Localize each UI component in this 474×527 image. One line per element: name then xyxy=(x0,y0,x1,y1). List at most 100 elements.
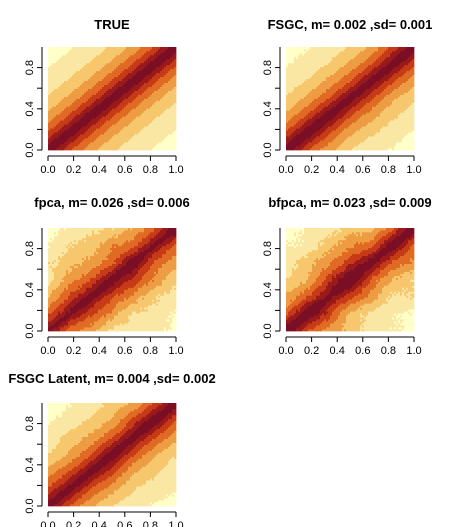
heatmap-cell xyxy=(80,146,83,149)
heatmap-cell xyxy=(94,92,97,95)
heatmap-cell xyxy=(50,98,53,101)
heatmap-cell xyxy=(98,60,101,64)
heatmap-cell xyxy=(292,80,295,83)
heatmap-cell xyxy=(286,146,289,149)
heatmap-cell xyxy=(294,90,297,93)
heatmap-cell xyxy=(146,62,149,66)
heatmap-cell xyxy=(126,108,129,111)
heatmap-cell xyxy=(108,60,111,64)
heatmap-cell xyxy=(330,128,333,131)
heatmap-cell xyxy=(74,60,77,64)
heatmap-cell xyxy=(338,56,341,60)
heatmap-cell xyxy=(142,74,145,78)
heatmap-cell xyxy=(330,86,333,89)
heatmap-cell xyxy=(172,132,175,135)
heatmap-cell xyxy=(170,124,173,127)
heatmap-cell xyxy=(286,66,289,70)
heatmap-cell xyxy=(58,136,61,139)
heatmap-cell xyxy=(76,70,79,74)
heatmap-cell xyxy=(74,54,77,58)
heatmap-cell xyxy=(160,94,163,97)
heatmap-cell xyxy=(310,118,313,121)
heatmap-cell xyxy=(174,74,177,78)
heatmap-cell xyxy=(152,122,155,125)
heatmap-cell xyxy=(122,138,125,141)
heatmap-cell xyxy=(134,134,137,137)
heatmap-cell xyxy=(88,132,91,135)
heatmap-cell xyxy=(114,106,117,109)
heatmap-cell xyxy=(336,134,339,137)
heatmap-cell xyxy=(82,54,85,58)
heatmap-cell xyxy=(130,146,133,149)
heatmap-cell xyxy=(148,106,151,109)
heatmap-cell xyxy=(296,102,299,105)
heatmap-cell xyxy=(94,84,97,87)
heatmap-cell xyxy=(334,78,337,82)
heatmap-cell xyxy=(128,54,131,58)
heatmap-cell xyxy=(288,68,291,72)
heatmap-cell xyxy=(312,54,315,58)
heatmap-cell xyxy=(314,124,317,127)
heatmap-cell xyxy=(120,82,123,85)
heatmap-cell xyxy=(336,90,339,93)
heatmap-cell xyxy=(286,116,289,119)
heatmap-cell xyxy=(336,118,339,121)
heatmap-cell xyxy=(324,112,327,115)
heatmap-cell xyxy=(106,78,109,82)
heatmap-cell xyxy=(54,94,57,97)
heatmap-cell xyxy=(78,98,81,101)
heatmap-cell xyxy=(50,146,53,149)
heatmap-cell xyxy=(152,138,155,141)
heatmap-cell xyxy=(338,144,341,147)
heatmap-cell xyxy=(68,100,71,103)
heatmap-cell xyxy=(110,88,113,91)
heatmap-cell xyxy=(306,70,309,74)
heatmap-cell xyxy=(344,86,347,89)
heatmap-cell xyxy=(336,52,339,56)
heatmap-cell xyxy=(62,76,65,80)
heatmap-cell xyxy=(78,110,81,113)
heatmap-cell xyxy=(80,96,83,99)
heatmap-cell xyxy=(294,136,297,139)
heatmap-cell xyxy=(304,94,307,97)
heatmap-cell xyxy=(304,52,307,56)
heatmap-cell xyxy=(50,86,53,89)
heatmap-cell xyxy=(316,112,319,115)
heatmap-cell xyxy=(90,88,93,91)
heatmap-cell xyxy=(76,130,79,133)
heatmap-cell xyxy=(310,108,313,111)
heatmap-cell xyxy=(70,136,73,139)
heatmap-cell xyxy=(318,126,321,129)
heatmap-cell xyxy=(302,98,305,101)
heatmap-cell xyxy=(328,120,331,123)
heatmap-cell xyxy=(288,112,291,115)
heatmap-cell xyxy=(308,110,311,113)
heatmap-cell xyxy=(302,134,305,137)
heatmap-cell xyxy=(328,64,331,68)
heatmap-cell xyxy=(102,126,105,129)
heatmap-cell xyxy=(80,120,83,123)
heatmap-cell xyxy=(118,68,121,72)
heatmap-cell xyxy=(48,142,51,145)
heatmap-cell xyxy=(112,148,115,151)
heatmap-cell xyxy=(148,80,151,83)
heatmap-cell xyxy=(84,62,87,66)
heatmap-cell xyxy=(68,144,71,147)
heatmap-cell xyxy=(144,144,147,147)
heatmap-cell xyxy=(56,130,59,133)
heatmap-cell xyxy=(112,116,115,119)
heatmap-cell xyxy=(72,98,75,101)
heatmap-cell xyxy=(296,146,299,149)
heatmap-cell xyxy=(332,104,335,107)
heatmap-cell xyxy=(308,60,311,64)
heatmap-cell xyxy=(54,78,57,82)
heatmap-cell xyxy=(112,100,115,103)
heatmap-cell xyxy=(136,110,139,113)
heatmap-cell xyxy=(132,60,135,64)
heatmap-cell xyxy=(98,142,101,145)
heatmap-cell xyxy=(286,78,289,82)
heatmap-cell xyxy=(144,102,147,105)
heatmap-cell xyxy=(126,98,129,101)
heatmap-cell xyxy=(158,144,161,147)
heatmap-cell xyxy=(98,118,101,121)
